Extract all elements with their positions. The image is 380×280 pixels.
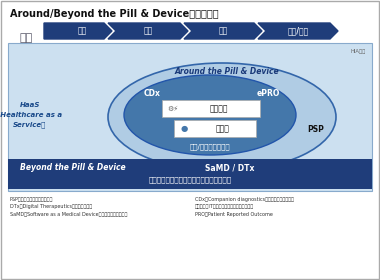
Text: ⚙⚡: ⚙⚡ xyxy=(168,106,179,111)
Text: HIA作成: HIA作成 xyxy=(351,49,366,54)
Text: ⧉⧉: ⧉⧉ xyxy=(19,33,33,43)
Text: 診断: 診断 xyxy=(143,27,153,36)
Text: PSP: PSP xyxy=(307,125,325,134)
Text: CDx：Companion diagnostics：コンパニオン診断薬
業界以外：ITか業やき体保険会社、自治体等
PRO：Patient Reported O: CDx：Companion diagnostics：コンパニオン診断薬 業界以外… xyxy=(195,197,294,217)
Text: 予防: 予防 xyxy=(78,27,87,36)
Text: 医療機器: 医療機器 xyxy=(210,104,228,113)
Polygon shape xyxy=(258,23,338,39)
Text: CDx: CDx xyxy=(144,88,160,97)
Text: 業界以外とのコラボレーションや健康増進: 業界以外とのコラボレーションや健康増進 xyxy=(149,177,231,183)
Text: 医薬品: 医薬品 xyxy=(216,124,230,133)
Text: PSP：患者サポートプログラム
DTx：Digital Therapeutics：デジタル治療
SaMD：Software as a Medical Devic: PSP：患者サポートプログラム DTx：Digital Therapeutics… xyxy=(10,197,127,217)
Polygon shape xyxy=(44,23,112,39)
FancyBboxPatch shape xyxy=(8,159,372,189)
Text: Beyond the Pill & Device: Beyond the Pill & Device xyxy=(20,164,126,172)
FancyBboxPatch shape xyxy=(162,100,260,117)
Ellipse shape xyxy=(108,63,336,171)
FancyBboxPatch shape xyxy=(8,43,372,191)
Text: ePRO: ePRO xyxy=(256,88,280,97)
Text: SaMD / DTx: SaMD / DTx xyxy=(205,164,255,172)
Text: ●: ● xyxy=(180,124,188,133)
Text: HaaS
(Healthcare as a
Service）: HaaS (Healthcare as a Service） xyxy=(0,102,63,128)
Text: 予後/再生: 予後/再生 xyxy=(287,27,309,36)
FancyBboxPatch shape xyxy=(174,120,256,137)
Text: Around the Pill & Device: Around the Pill & Device xyxy=(175,67,279,76)
Polygon shape xyxy=(108,23,188,39)
Polygon shape xyxy=(184,23,262,39)
Text: 診断/治療支援アプリ: 診断/治療支援アプリ xyxy=(190,144,230,150)
Ellipse shape xyxy=(124,75,296,155)
Text: 治療: 治療 xyxy=(218,27,228,36)
Text: Around/Beyond the Pill & Deviceのイメージ: Around/Beyond the Pill & Deviceのイメージ xyxy=(10,9,218,19)
